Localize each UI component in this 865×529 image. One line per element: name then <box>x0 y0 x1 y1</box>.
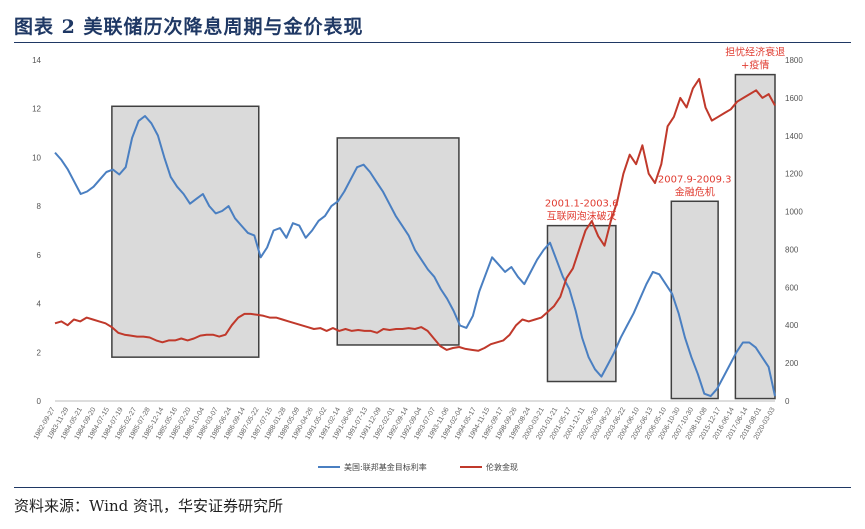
box-annotation: 2007.9-2009.3 <box>658 174 732 185</box>
y-left-tick-label: 8 <box>37 202 42 211</box>
highlight-box <box>546 224 617 383</box>
highlight-box <box>670 200 719 400</box>
y-right-tick-label: 600 <box>785 283 799 292</box>
y-left-tick-label: 4 <box>37 300 42 309</box>
source-rule <box>14 487 851 488</box>
fed-rate-line <box>54 115 776 398</box>
box-annotation: 2001.1-2003.6 <box>545 199 619 210</box>
y-right-tick-label: 1600 <box>785 94 803 103</box>
fed-gold-chart: 0 2 4 6 8 10 12 14 0 200 400 600 800 1000 1200 1400 1600… <box>32 44 803 472</box>
figure-title: 图表 2 美联储历次降息周期与金价表现 <box>14 16 364 38</box>
y-right-tick-label: 0 <box>785 397 790 406</box>
title-rule <box>14 42 851 43</box>
y-left-tick-label: 6 <box>37 251 42 260</box>
y-left-tick-label: 10 <box>32 153 41 162</box>
y-right-tick-label: 1200 <box>785 170 803 179</box>
source-note: 资料来源：Wind 资讯，华安证券研究所 <box>14 497 283 515</box>
box-annotation: 金融危机 <box>675 185 715 198</box>
y-left-tick-label: 0 <box>37 397 42 406</box>
legend-gold-label: 伦敦金现 <box>486 462 518 472</box>
y-left-tick-label: 2 <box>37 348 42 357</box>
highlight-box <box>336 137 460 346</box>
box-annotation: +疫情 <box>741 59 769 72</box>
y-left-tick-label: 14 <box>32 56 41 65</box>
legend-fed-rate-label: 美国:联邦基金目标利率 <box>344 462 427 472</box>
highlight-box <box>734 73 776 400</box>
y-left-tick-label: 12 <box>32 105 41 114</box>
box-annotation: 互联网泡沫破灭 <box>547 210 617 223</box>
y-right-tick-label: 200 <box>785 359 799 368</box>
highlight-box <box>111 105 260 358</box>
box-annotation: 担忧经济衰退 <box>725 46 785 59</box>
y-right-tick-label: 1400 <box>785 132 803 141</box>
y-right-tick-label: 1800 <box>785 56 803 65</box>
y-right-tick-label: 800 <box>785 245 799 254</box>
y-right-tick-label: 1000 <box>785 208 803 217</box>
gold-price-line <box>54 77 776 352</box>
y-right-tick-label: 400 <box>785 321 799 330</box>
